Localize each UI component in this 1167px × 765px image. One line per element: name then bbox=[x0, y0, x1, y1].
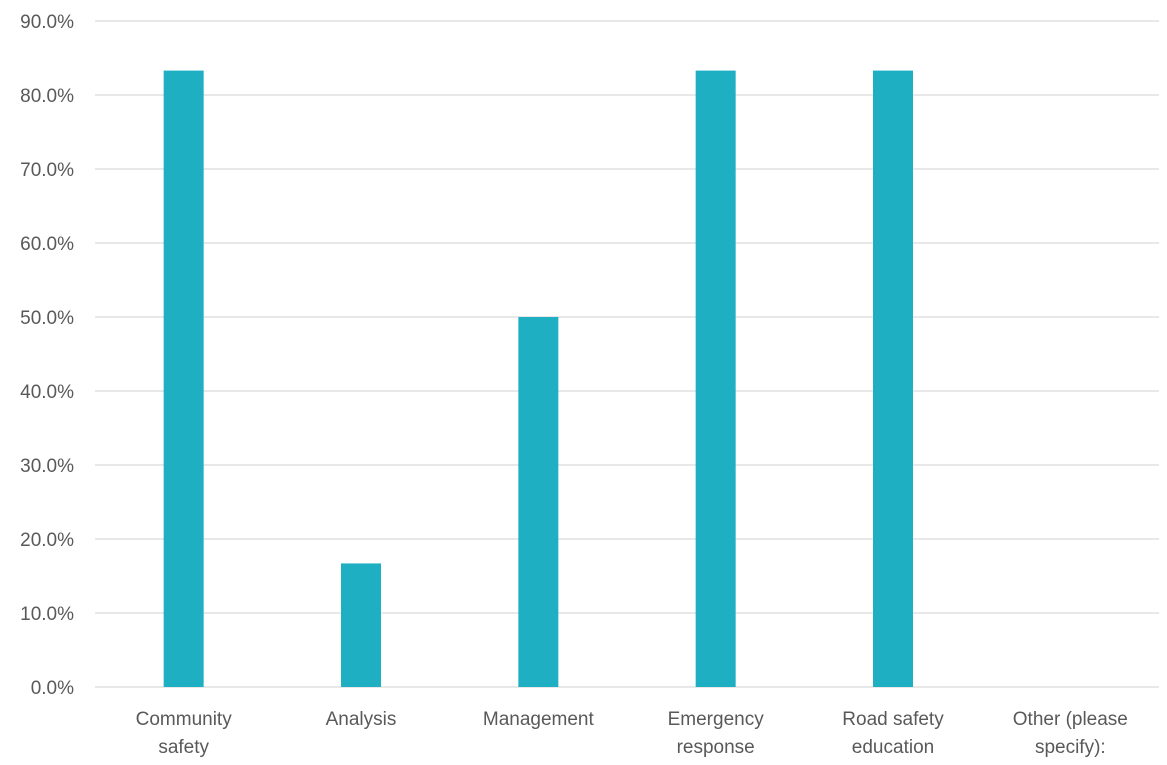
gridlines bbox=[95, 20, 1159, 688]
bar bbox=[695, 70, 736, 687]
y-tick-label: 80.0% bbox=[20, 86, 74, 107]
y-tick-label: 40.0% bbox=[20, 382, 74, 403]
bars bbox=[163, 70, 913, 687]
bar bbox=[341, 563, 381, 687]
x-category-label: Analysis bbox=[326, 709, 397, 730]
y-tick-label: 50.0% bbox=[20, 308, 74, 329]
x-category-label: Road safety education bbox=[842, 709, 944, 758]
y-tick-label: 0.0% bbox=[31, 678, 74, 699]
bar bbox=[873, 70, 913, 687]
x-axis-category-labels: Community safety Analysis Management Emergen… bbox=[136, 709, 1128, 758]
bar bbox=[518, 317, 559, 687]
y-tick-label: 30.0% bbox=[20, 456, 74, 477]
x-category-label: Community safety bbox=[136, 709, 233, 758]
y-tick-label: 20.0% bbox=[20, 530, 74, 551]
y-tick-label: 10.0% bbox=[20, 604, 74, 625]
y-tick-label: 90.0% bbox=[20, 12, 74, 33]
x-category-label: Management bbox=[483, 709, 595, 730]
bar bbox=[163, 70, 204, 687]
y-tick-label: 60.0% bbox=[20, 234, 74, 255]
y-tick-label: 70.0% bbox=[20, 160, 74, 181]
x-category-label: Emergency response bbox=[668, 709, 765, 758]
y-axis-tick-labels: 0.0% 10.0% 20.0% 30.0% 40.0% 50.0% 60.0% 70.0% 8… bbox=[20, 12, 74, 699]
x-category-label: Other (please specify): bbox=[1013, 709, 1128, 758]
